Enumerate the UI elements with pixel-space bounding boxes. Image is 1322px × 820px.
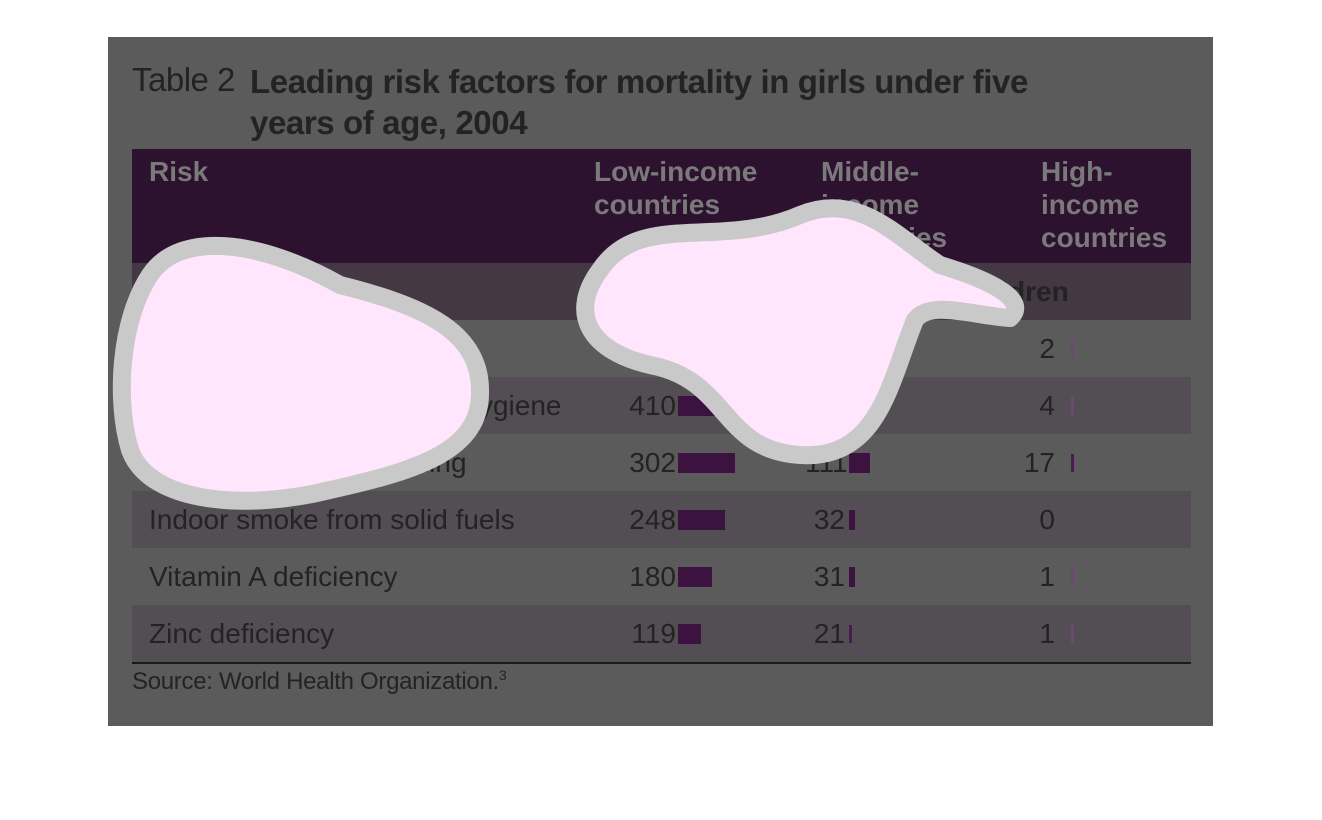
- bottom-rule: [132, 662, 1191, 665]
- middle-income-cell: 31: [805, 548, 1015, 605]
- source-text: Source: World Health Organization.: [132, 668, 499, 695]
- low-income-bar: [678, 623, 701, 644]
- source-reference: 3: [498, 667, 507, 683]
- bottom-rule-line: [132, 662, 1191, 665]
- high-income-cell: 0: [1015, 491, 1191, 548]
- low-income-cell: 180: [576, 548, 805, 605]
- low-income-bar: [678, 452, 735, 473]
- middle-income-value: 21: [813, 617, 845, 649]
- high-income-cell: 1: [1015, 605, 1191, 663]
- low-income-value: 119: [631, 617, 676, 649]
- low-income-bar: [678, 566, 712, 587]
- middle-income-bar: [849, 509, 855, 530]
- risk-label: Zinc deficiency: [132, 605, 576, 663]
- high-income-value: 4: [1039, 389, 1055, 421]
- unit-row: Deaths per 100 000 children: [132, 263, 1191, 320]
- high-income-cell: 2: [1015, 320, 1191, 377]
- middle-income-value: 98: [813, 389, 845, 421]
- high-income-cell: 4: [1015, 377, 1191, 434]
- figure-panel: Table 2 Leading risk factors for mortali…: [108, 37, 1213, 726]
- header-middle-income: Middle-income countries: [805, 149, 1015, 263]
- low-income-cell: 119: [576, 605, 805, 663]
- high-income-value: 1: [1039, 560, 1055, 592]
- high-income-value: 0: [1039, 503, 1055, 535]
- high-income-cell: 1: [1015, 548, 1191, 605]
- high-income-value: 17: [1023, 446, 1055, 478]
- high-income-cell: 17: [1015, 434, 1191, 491]
- risk-label: Indoor smoke from solid fuels: [132, 491, 576, 548]
- high-income-bar: [1071, 624, 1074, 643]
- middle-income-cell: 32: [805, 491, 1015, 548]
- header-high-income: High-income countries: [1015, 149, 1191, 263]
- table-row: Indoor smoke from solid fuels 248 32 0: [132, 491, 1191, 548]
- risk-label: Unsafe water, sanitation, hygiene: [132, 377, 576, 434]
- high-income-bar: [1071, 339, 1074, 358]
- high-income-value: 1: [1039, 617, 1055, 649]
- middle-income-bar: [849, 624, 852, 643]
- low-income-cell: 248: [576, 491, 805, 548]
- table-row: Zinc deficiency 119 21 1: [132, 605, 1191, 663]
- middle-income-cell: 71: [805, 320, 1015, 377]
- middle-income-bar: [849, 566, 855, 587]
- source-note: Source: World Health Organization.3: [132, 667, 507, 696]
- risk-label: Suboptimal breastfeeding: [149, 446, 467, 478]
- table-row: Suboptimal breastfeeding 302 111 17: [132, 434, 1191, 491]
- low-income-bar: [678, 338, 800, 359]
- low-income-cell: 302: [576, 434, 805, 491]
- risk-label: Vitamin A deficiency: [149, 560, 398, 592]
- table-row: Vitamin A deficiency 180 31 1: [132, 548, 1191, 605]
- table-row: Childhood underweight 641 71 2: [132, 320, 1191, 377]
- high-income-value: 2: [1039, 332, 1055, 364]
- middle-income-value: 111: [805, 446, 848, 478]
- middle-income-cell: 111: [805, 434, 1015, 491]
- low-income-value: 180: [629, 560, 676, 592]
- high-income-bar: [1071, 396, 1074, 415]
- middle-income-value: 32: [813, 503, 845, 535]
- low-income-bar: [678, 509, 725, 530]
- risk-table: Risk Low-income countries Middle-income …: [132, 149, 1191, 665]
- middle-income-cell: 21: [805, 605, 1015, 663]
- middle-income-value: 31: [813, 560, 845, 592]
- table-row: Unsafe water, sanitation, hygiene 410 98 4: [132, 377, 1191, 434]
- low-income-cell: 641: [576, 320, 805, 377]
- high-income-bar: [1071, 453, 1074, 472]
- low-income-value: 248: [629, 503, 676, 535]
- table-body: Childhood underweight 641 71 2 Unsafe water,…: [132, 320, 1191, 665]
- middle-income-cell: 98: [805, 377, 1015, 434]
- low-income-value: 302: [629, 446, 676, 478]
- low-income-value: 410: [629, 389, 676, 421]
- middle-income-value: 71: [813, 332, 845, 364]
- middle-income-bar: [849, 452, 870, 473]
- table-number: Table 2: [132, 61, 235, 98]
- middle-income-bar: [849, 338, 863, 359]
- risk-label: Childhood underweight: [149, 332, 436, 364]
- low-income-cell: 410: [576, 377, 805, 434]
- low-income-value: 641: [629, 332, 676, 364]
- middle-income-bar: [849, 395, 868, 416]
- unit-spacer: [132, 263, 576, 320]
- low-income-bar: [678, 395, 756, 416]
- high-income-bar: [1071, 567, 1074, 586]
- header-risk: Risk: [132, 149, 576, 263]
- header-row: Risk Low-income countries Middle-income …: [132, 149, 1191, 263]
- header-low-income: Low-income countries: [576, 149, 805, 263]
- table-title: Leading risk factors for mortality in gi…: [250, 63, 1028, 141]
- unit-label: Deaths per 100 000 children: [576, 263, 1191, 320]
